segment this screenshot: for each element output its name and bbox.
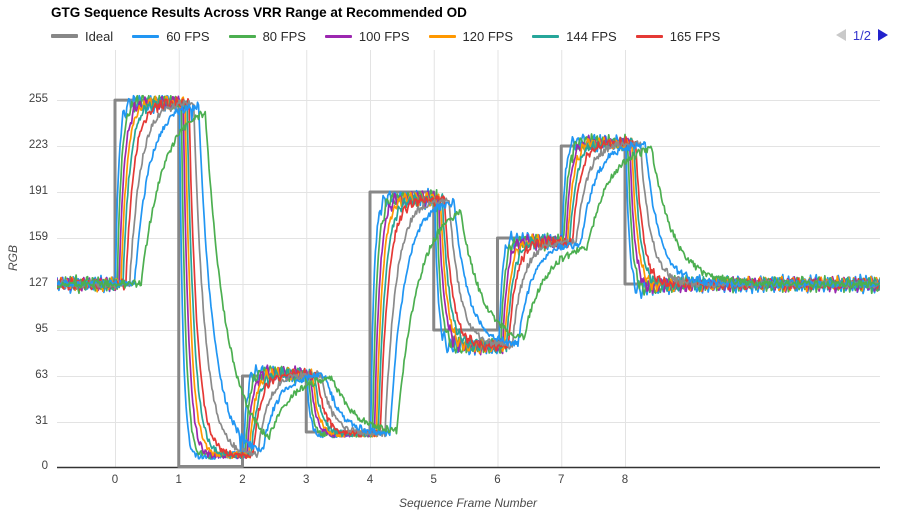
legend-pagination: 1/2 bbox=[835, 26, 888, 44]
legend-page-label: 1/2 bbox=[852, 27, 871, 43]
legend-label: 100 FPS bbox=[358, 28, 410, 44]
legend-next-page-icon[interactable] bbox=[878, 29, 888, 41]
x-tick-label: 4 bbox=[366, 474, 374, 486]
y-tick-label: 31 bbox=[35, 414, 48, 427]
x-tick-label: 1 bbox=[175, 474, 182, 486]
x-tick-label: 6 bbox=[494, 474, 501, 486]
legend-item-80-fps: 80 FPS bbox=[228, 28, 306, 44]
y-tick-label: 95 bbox=[35, 322, 48, 335]
x-tick-label: 0 bbox=[111, 474, 119, 486]
legend-swatch-icon bbox=[635, 34, 663, 38]
legend-swatch-icon bbox=[228, 34, 256, 38]
legend-label: 80 FPS bbox=[262, 28, 306, 44]
chart-title: GTG Sequence Results Across VRR Range at… bbox=[51, 5, 467, 20]
y-tick-label: 223 bbox=[28, 139, 48, 152]
x-tick-label: 5 bbox=[430, 474, 437, 486]
y-tick-label: 159 bbox=[28, 231, 48, 244]
legend-prev-page-icon[interactable] bbox=[835, 29, 846, 41]
legend-label: 165 FPS bbox=[669, 28, 721, 44]
legend-label: 144 FPS bbox=[566, 28, 617, 44]
x-tick-label: 2 bbox=[239, 474, 246, 486]
y-tick-label: 63 bbox=[35, 368, 48, 381]
legend-label: 60 FPS bbox=[166, 28, 210, 44]
legend-item-ideal: Ideal bbox=[51, 29, 113, 44]
x-axis-title: Sequence Frame Number bbox=[398, 496, 538, 510]
x-tick-label: 8 bbox=[621, 474, 629, 486]
legend-item-144-fps: 144 FPS bbox=[532, 29, 617, 44]
legend-swatch-icon bbox=[132, 34, 160, 38]
legend-swatch-icon bbox=[532, 34, 560, 38]
legend-swatch-icon bbox=[428, 34, 456, 38]
y-tick-label: 191 bbox=[28, 185, 48, 198]
legend-swatch-icon bbox=[324, 34, 352, 38]
legend-item-100-fps: 100 FPS bbox=[324, 28, 410, 44]
legend-label: Ideal bbox=[85, 28, 114, 44]
x-tick-label: 3 bbox=[303, 474, 310, 486]
legend-label: 120 FPS bbox=[462, 28, 514, 44]
y-axis-title: RGB bbox=[6, 244, 20, 272]
x-tick-label: 7 bbox=[558, 474, 565, 486]
legend-item-165-fps: 165 FPS bbox=[635, 28, 721, 44]
legend: Ideal 60 FPS 80 FPS 100 FPS 120 FPS 144 FPS 16… bbox=[51, 27, 720, 45]
y-tick-label: 255 bbox=[28, 93, 48, 106]
legend-swatch-icon bbox=[51, 34, 78, 38]
legend-item-60-fps: 60 FPS bbox=[132, 28, 210, 44]
y-tick-label: 0 bbox=[41, 459, 48, 472]
y-tick-label: 127 bbox=[28, 277, 48, 289]
legend-item-120-fps: 120 FPS bbox=[428, 28, 514, 44]
